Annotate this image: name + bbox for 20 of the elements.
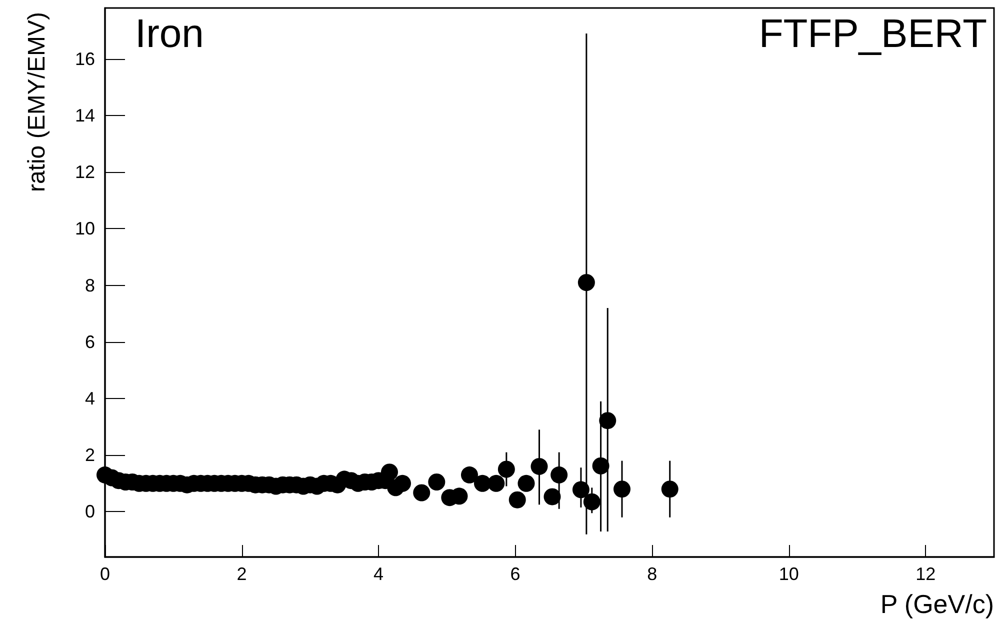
y-axis-title: ratio (EMY/EMV) — [24, 12, 50, 192]
x-tick-label: 8 — [647, 564, 658, 584]
y-tick-label: 14 — [74, 106, 95, 126]
y-tick-label: 2 — [84, 445, 95, 466]
y-tick-label: 6 — [84, 332, 95, 352]
y-tick-label: 16 — [74, 48, 95, 69]
y-tick-label: 4 — [84, 388, 95, 409]
x-tick-label: 4 — [374, 564, 384, 584]
y-tick-label: 0 — [84, 502, 95, 522]
x-tick-label: 10 — [778, 564, 799, 584]
x-tick-label: 2 — [236, 564, 247, 584]
annotation: FTFP_BERT — [758, 12, 988, 56]
x-axis-title: P (GeV/c) — [880, 589, 994, 619]
y-tick-label: 8 — [84, 275, 95, 296]
annotation: Iron — [135, 12, 204, 56]
x-tick-label: 0 — [100, 564, 110, 584]
y-tick-label: 10 — [74, 218, 95, 239]
x-tick-label: 12 — [916, 564, 936, 584]
x-tick-label: 6 — [510, 564, 520, 584]
y-tick-label: 12 — [74, 162, 95, 182]
